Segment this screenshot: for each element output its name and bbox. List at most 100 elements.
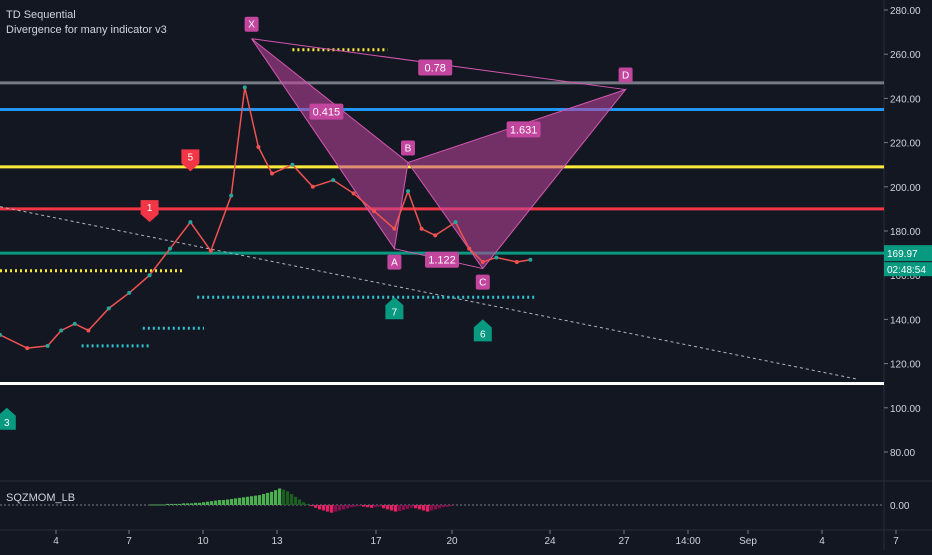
price-point xyxy=(392,226,397,231)
price-point xyxy=(86,328,91,333)
y-tick-label: 240.00 xyxy=(890,94,921,105)
td-buy-marker[interactable] xyxy=(385,297,404,320)
price-point xyxy=(229,193,234,198)
oscillator-bar xyxy=(370,505,374,508)
oscillator-bar xyxy=(290,494,294,505)
price-point xyxy=(514,259,519,264)
oscillator-bar xyxy=(170,503,174,505)
oscillator-bar xyxy=(326,505,330,512)
oscillator-bar xyxy=(406,505,410,509)
y-tick-label: 260.00 xyxy=(890,50,921,61)
oscillator-bar xyxy=(410,505,414,508)
oscillator-bar xyxy=(210,501,214,505)
ratio-label: 0.415 xyxy=(313,107,341,119)
oscillator-bar xyxy=(246,496,250,505)
oscillator-bar xyxy=(194,502,198,505)
oscillator-bar xyxy=(338,505,342,511)
x-tick-label: 4 xyxy=(819,536,825,547)
td-marker-label: 1 xyxy=(147,203,153,214)
y-tick-label: 220.00 xyxy=(890,139,921,150)
oscillator-bar xyxy=(182,503,186,505)
oscillator-bar xyxy=(214,500,218,505)
ratio-label: 0.78 xyxy=(424,62,445,74)
pattern-point-badge[interactable] xyxy=(618,67,633,83)
oscillator-bar xyxy=(426,505,430,512)
y-tick-label: 280.00 xyxy=(890,6,921,17)
oscillator-bar xyxy=(382,505,386,509)
pattern-xab-triangle[interactable] xyxy=(251,38,409,251)
oscillator-bar xyxy=(378,505,382,507)
price-point xyxy=(351,191,356,196)
price-point xyxy=(59,328,64,333)
oscillator-bar xyxy=(318,505,322,510)
y-tick-label: 180.00 xyxy=(890,227,921,238)
last-price-label: 169.97 xyxy=(887,249,918,260)
x-tick-label: 27 xyxy=(618,536,630,547)
oscillator-bar xyxy=(222,500,226,505)
oscillator-bar xyxy=(350,505,354,508)
last-price-badge[interactable] xyxy=(884,245,932,262)
price-point xyxy=(106,306,111,311)
oscillator-bar xyxy=(250,496,254,505)
oscillator-bar xyxy=(154,504,158,506)
oscillator-bar xyxy=(430,505,434,511)
oscillator-bar xyxy=(226,499,230,505)
pattern-point-label: C xyxy=(479,278,486,289)
ratio-badge xyxy=(309,103,344,120)
td-buy-marker[interactable] xyxy=(473,319,492,342)
oscillator-bar xyxy=(342,505,346,510)
td-marker-label: 3 xyxy=(4,418,10,429)
price-point xyxy=(419,226,424,231)
price-point xyxy=(453,220,458,225)
pattern-point-label: X xyxy=(248,20,255,31)
oscillator-bar xyxy=(174,503,178,505)
pattern-point-badge[interactable] xyxy=(387,254,402,270)
oscillator-bar xyxy=(294,496,298,505)
oscillator-bar xyxy=(334,505,338,512)
td-marker-label: 6 xyxy=(480,329,486,340)
price-point xyxy=(147,273,152,278)
price-point xyxy=(270,171,274,176)
pattern-point-label: A xyxy=(391,258,398,269)
price-point xyxy=(372,209,376,214)
price-point xyxy=(188,220,193,225)
price-point xyxy=(406,189,410,194)
x-tick-label: 7 xyxy=(126,536,132,547)
oscillator-bar xyxy=(266,492,270,505)
pattern-point-badge[interactable] xyxy=(401,140,415,156)
oscillator-bar xyxy=(234,498,238,505)
pattern-point-badge[interactable] xyxy=(475,274,490,290)
td-marker-label: 5 xyxy=(188,152,194,163)
pattern-point-label: D xyxy=(622,71,629,82)
td-buy-marker[interactable] xyxy=(0,407,16,430)
y-tick-label: 80.00 xyxy=(890,448,915,459)
oscillator-bar xyxy=(190,503,194,505)
pattern-point-label: B xyxy=(405,143,412,154)
price-point xyxy=(494,255,499,260)
oscillator-bar xyxy=(198,502,202,505)
ratio-badge xyxy=(425,251,459,268)
price-point xyxy=(45,343,50,348)
oscillator-zero-label: 0.00 xyxy=(890,501,910,512)
td-sell-marker[interactable] xyxy=(140,200,159,223)
price-point xyxy=(480,259,485,264)
x-tick-label: 4 xyxy=(53,536,59,547)
x-tick-label: 7 xyxy=(893,536,899,547)
oscillator-bar xyxy=(254,495,258,505)
oscillator-bar xyxy=(302,502,306,505)
oscillator-bar xyxy=(314,505,318,508)
y-tick-label: 160.00 xyxy=(890,271,921,282)
indicator-td-sequential[interactable]: TD Sequential xyxy=(6,9,76,21)
indicator-divergence[interactable]: Divergence for many indicator v3 xyxy=(6,24,167,36)
pattern-bcd-triangle[interactable] xyxy=(407,88,628,270)
price-point xyxy=(25,346,30,351)
oscillator-bar xyxy=(358,505,362,507)
pattern-point-badge[interactable] xyxy=(244,16,259,32)
oscillator-label[interactable]: SQZMOM_LB xyxy=(6,492,76,504)
oscillator-bar xyxy=(442,505,446,508)
td-sell-marker[interactable] xyxy=(181,149,200,172)
dashed-trendline[interactable] xyxy=(0,206,857,380)
oscillator-bar xyxy=(322,505,326,511)
